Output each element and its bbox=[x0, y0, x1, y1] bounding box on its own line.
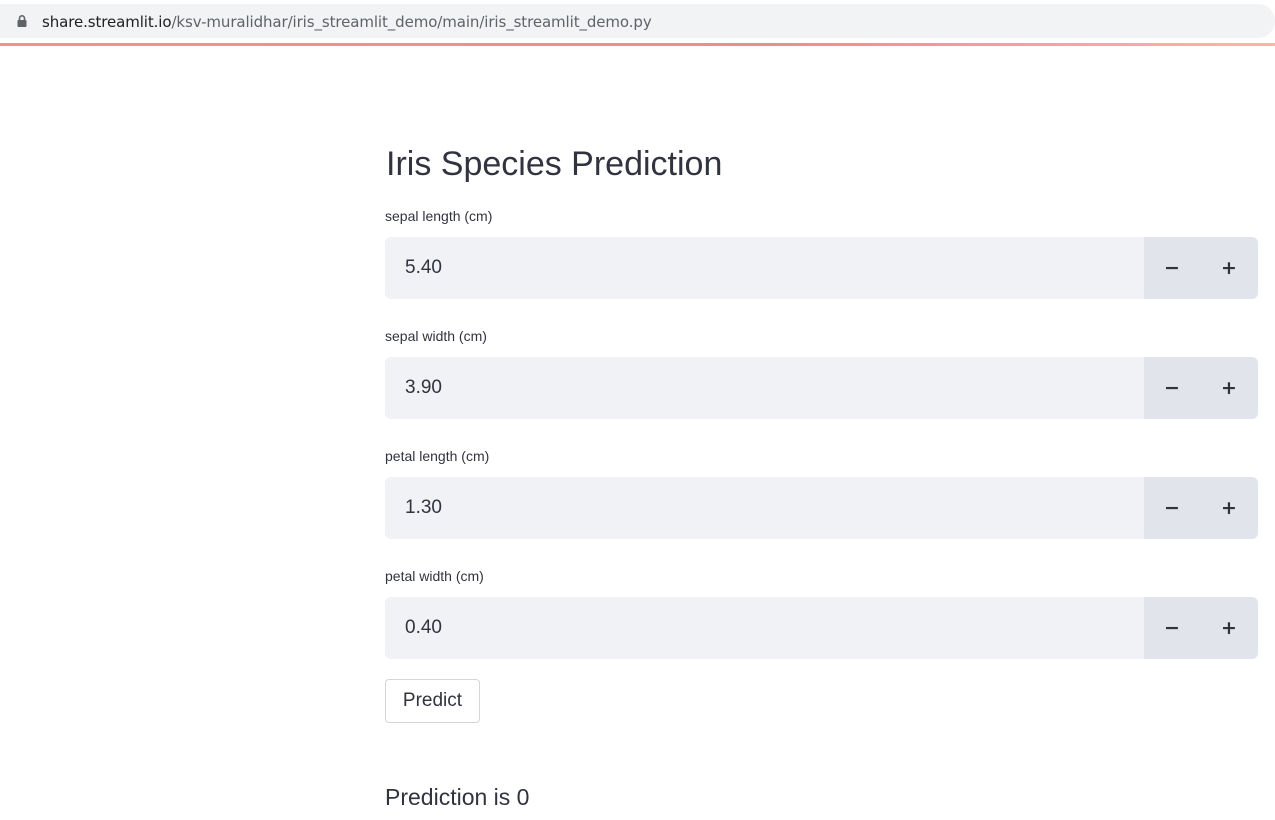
plus-icon: + bbox=[1221, 377, 1237, 399]
petal-length-label: petal length (cm) bbox=[385, 448, 490, 464]
url-path: /ksv-muralidhar/iris_streamlit_demo/main… bbox=[171, 13, 652, 31]
minus-icon: − bbox=[1164, 257, 1180, 279]
predict-button[interactable]: Predict bbox=[385, 679, 480, 723]
sepal-length-decrement-button[interactable]: − bbox=[1144, 237, 1200, 299]
sepal-width-label: sepal width (cm) bbox=[385, 328, 487, 344]
petal-length-decrement-button[interactable]: − bbox=[1144, 477, 1200, 539]
url-field[interactable]: share.streamlit.io/ksv-muralidhar/iris_s… bbox=[0, 4, 1275, 38]
sepal-width-decrement-button[interactable]: − bbox=[1144, 357, 1200, 419]
lock-icon bbox=[17, 15, 27, 27]
page-loading-bar bbox=[0, 43, 1275, 46]
plus-icon: + bbox=[1221, 617, 1237, 639]
petal-width-stepper: − + bbox=[385, 597, 1258, 659]
sepal-width-input[interactable] bbox=[385, 357, 1144, 419]
sepal-length-increment-button[interactable]: + bbox=[1200, 237, 1258, 299]
petal-width-label: petal width (cm) bbox=[385, 568, 484, 584]
url-host: share.streamlit.io bbox=[42, 13, 172, 31]
sepal-length-label: sepal length (cm) bbox=[385, 208, 493, 224]
sepal-length-stepper: − + bbox=[385, 237, 1258, 299]
petal-length-input[interactable] bbox=[385, 477, 1144, 539]
plus-icon: + bbox=[1221, 497, 1237, 519]
petal-width-decrement-button[interactable]: − bbox=[1144, 597, 1200, 659]
page-title: Iris Species Prediction bbox=[386, 145, 723, 183]
petal-width-input[interactable] bbox=[385, 597, 1144, 659]
url-text: share.streamlit.io/ksv-muralidhar/iris_s… bbox=[42, 13, 652, 31]
petal-length-increment-button[interactable]: + bbox=[1200, 477, 1258, 539]
minus-icon: − bbox=[1164, 617, 1180, 639]
sepal-width-stepper: − + bbox=[385, 357, 1258, 419]
sepal-length-input[interactable] bbox=[385, 237, 1144, 299]
minus-icon: − bbox=[1164, 497, 1180, 519]
sepal-width-increment-button[interactable]: + bbox=[1200, 357, 1258, 419]
minus-icon: − bbox=[1164, 377, 1180, 399]
plus-icon: + bbox=[1221, 257, 1237, 279]
prediction-result: Prediction is 0 bbox=[385, 784, 530, 810]
petal-width-increment-button[interactable]: + bbox=[1200, 597, 1258, 659]
browser-address-bar: share.streamlit.io/ksv-muralidhar/iris_s… bbox=[0, 0, 1275, 46]
petal-length-stepper: − + bbox=[385, 477, 1258, 539]
